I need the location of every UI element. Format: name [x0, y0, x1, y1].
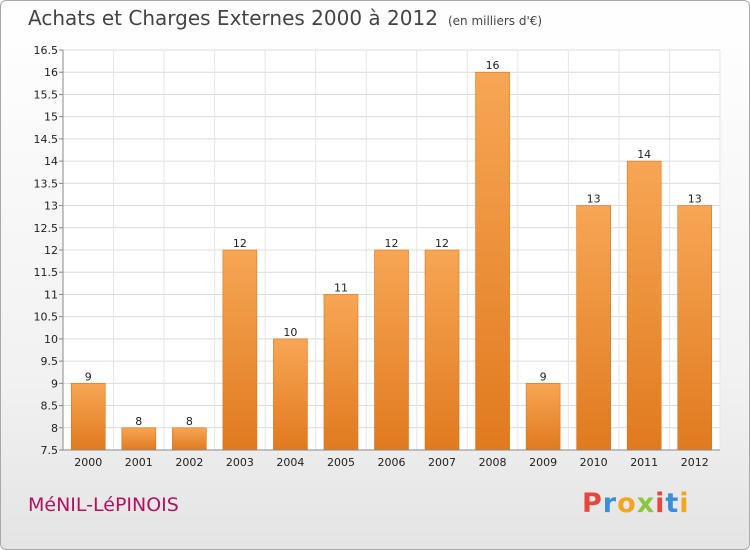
bar-value-label: 14 [637, 148, 651, 161]
x-tick-label: 2008 [479, 456, 507, 469]
bar-2012[interactable] [677, 205, 713, 451]
logo-letter: r [602, 488, 618, 519]
bar-value-label: 10 [283, 326, 297, 339]
x-tick-label: 2012 [681, 456, 709, 469]
y-tick-label: 13 [44, 200, 58, 213]
bar-value-label: 13 [587, 193, 601, 206]
y-tick-label: 15 [44, 111, 58, 124]
x-tick-label: 2006 [378, 456, 406, 469]
y-tick-label: 12 [44, 244, 58, 257]
y-tick-label: 11 [44, 288, 58, 301]
bar-2010[interactable] [576, 205, 611, 451]
y-tick-label: 8 [51, 422, 58, 435]
y-tick-label: 8.5 [41, 400, 59, 413]
y-tick-label: 10.5 [34, 311, 59, 324]
x-tick-label: 2005 [327, 456, 355, 469]
y-tick-label: 13.5 [34, 177, 59, 190]
logo-letter: x [636, 488, 656, 519]
bar-value-label: 8 [135, 415, 142, 428]
bar-2005[interactable] [323, 294, 359, 451]
proxiti-logo[interactable]: Proxiti [582, 488, 690, 519]
logo-letter: i [679, 488, 690, 519]
x-tick-label: 2011 [630, 456, 658, 469]
y-tick-label: 9 [51, 377, 58, 390]
y-tick-label: 9.5 [41, 355, 59, 368]
y-tick-label: 11.5 [34, 266, 59, 279]
bar-2007[interactable] [424, 249, 460, 451]
bar-value-label: 8 [186, 415, 193, 428]
commune-name: MéNIL-LéPINOIS [28, 494, 179, 516]
bar-2008[interactable] [475, 71, 510, 451]
bar-value-label: 12 [233, 237, 247, 250]
x-tick-label: 2000 [74, 456, 102, 469]
y-tick-label: 7.5 [41, 444, 59, 457]
x-tick-label: 2010 [580, 456, 608, 469]
x-tick-label: 2009 [529, 456, 557, 469]
bar-value-label: 9 [85, 370, 92, 383]
bar-2011[interactable] [626, 160, 662, 451]
chart-title-text: Achats et Charges Externes 2000 à 2012 [28, 6, 438, 30]
bar-value-label: 9 [540, 370, 547, 383]
bar-2009[interactable] [525, 383, 561, 451]
bar-value-label: 16 [486, 59, 500, 72]
logo-letter: t [665, 488, 680, 519]
y-tick-label: 10 [44, 333, 58, 346]
bar-value-label: 13 [688, 193, 702, 206]
x-tick-label: 2002 [175, 456, 203, 469]
bar-2006[interactable] [374, 249, 409, 451]
bar-2004[interactable] [273, 338, 308, 451]
x-tick-label: 2001 [125, 456, 153, 469]
bar-2003[interactable] [222, 249, 258, 451]
y-tick-label: 12.5 [34, 222, 59, 235]
bar-value-label: 12 [435, 237, 449, 250]
bar-2001[interactable] [121, 427, 157, 451]
logo-letter: P [582, 488, 603, 519]
x-tick-label: 2003 [226, 456, 254, 469]
y-tick-label: 16 [44, 66, 58, 79]
y-tick-label: 16.5 [34, 44, 59, 57]
bar-value-label: 11 [334, 281, 348, 294]
bar-2002[interactable] [172, 427, 207, 451]
logo-letter: i [655, 488, 666, 519]
y-tick-label: 15.5 [34, 88, 59, 101]
x-tick-label: 2007 [428, 456, 456, 469]
chart-title: Achats et Charges Externes 2000 à 2012 (e… [28, 6, 542, 30]
y-tick-label: 14 [44, 155, 58, 168]
chart-subtitle: (en milliers d'€) [447, 14, 543, 28]
bar-value-label: 12 [385, 237, 399, 250]
y-tick-label: 14.5 [34, 133, 59, 146]
logo-letter: o [617, 488, 637, 519]
bar-2000[interactable] [70, 383, 106, 451]
x-tick-label: 2004 [276, 456, 304, 469]
